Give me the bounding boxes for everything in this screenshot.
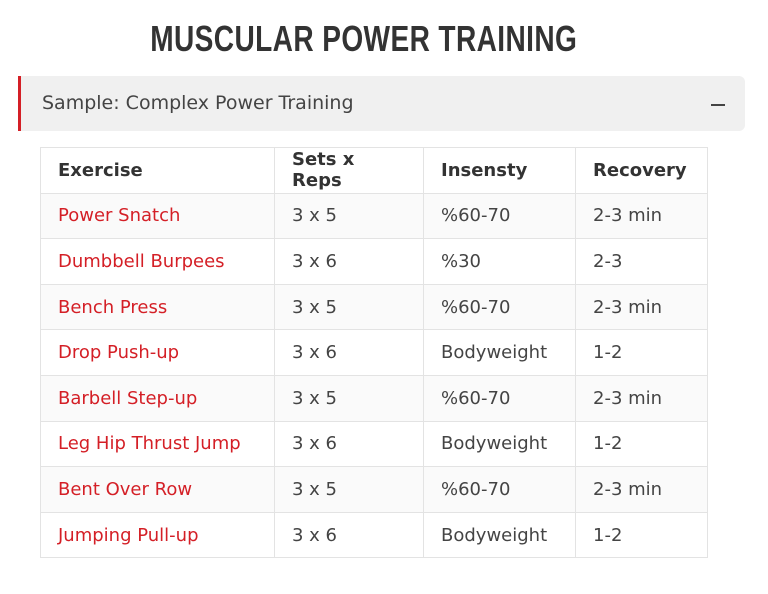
sets-reps-cell: 3 x 5 xyxy=(274,283,424,331)
column-header: Recovery xyxy=(575,147,708,194)
page-title: MUSCULAR POWER TRAINING xyxy=(150,18,578,59)
exercise-cell: Power Snatch xyxy=(40,192,275,240)
exercise-cell: Jumping Pull-up xyxy=(40,511,275,559)
recovery-cell: 2-3 min xyxy=(575,283,708,331)
intensity-cell: Bodyweight xyxy=(423,420,576,468)
recovery-cell: 2-3 min xyxy=(575,466,708,513)
accordion-header[interactable]: Sample: Complex Power Training xyxy=(18,76,745,131)
table-row: Bent Over Row 3 x 5 %60-70 2-3 min xyxy=(40,466,708,513)
exercise-cell: Bench Press xyxy=(40,283,275,331)
intensity-cell: Bodyweight xyxy=(423,511,576,559)
recovery-cell: 1-2 xyxy=(575,420,708,468)
table-row: Dumbbell Burpees 3 x 6 %30 2-3 xyxy=(40,238,708,285)
exercise-cell: Barbell Step-up xyxy=(40,374,275,422)
recovery-cell: 2-3 xyxy=(575,238,708,285)
sets-reps-cell: 3 x 6 xyxy=(274,238,424,285)
recovery-cell: 2-3 min xyxy=(575,192,708,240)
recovery-cell: 1-2 xyxy=(575,511,708,559)
sets-reps-cell: 3 x 6 xyxy=(274,420,424,468)
accordion-label: Sample: Complex Power Training xyxy=(42,92,354,114)
intensity-cell: %60-70 xyxy=(423,374,576,422)
exercise-cell: Dumbbell Burpees xyxy=(40,238,275,285)
intensity-cell: %60-70 xyxy=(423,192,576,240)
exercise-cell: Drop Push-up xyxy=(40,329,275,376)
recovery-cell: 2-3 min xyxy=(575,374,708,422)
sets-reps-cell: 3 x 5 xyxy=(274,192,424,240)
minus-icon[interactable] xyxy=(711,104,725,106)
sets-reps-cell: 3 x 5 xyxy=(274,374,424,422)
table-row: Jumping Pull-up 3 x 6 Bodyweight 1-2 xyxy=(40,511,708,559)
table-row: Leg Hip Thrust Jump 3 x 6 Bodyweight 1-2 xyxy=(40,420,708,468)
table-row: Power Snatch 3 x 5 %60-70 2-3 min xyxy=(40,192,708,240)
sets-reps-cell: 3 x 5 xyxy=(274,466,424,513)
intensity-cell: Bodyweight xyxy=(423,329,576,376)
column-header: Insensty xyxy=(423,147,576,194)
table-row: Bench Press 3 x 5 %60-70 2-3 min xyxy=(40,283,708,331)
intensity-cell: %60-70 xyxy=(423,466,576,513)
column-header: Exercise xyxy=(40,147,275,194)
exercise-table: Exercise Sets x Reps Insensty Recovery Powe… xyxy=(40,147,708,559)
exercise-cell: Bent Over Row xyxy=(40,466,275,513)
column-header: Sets x Reps xyxy=(274,147,424,194)
table-row: Drop Push-up 3 x 6 Bodyweight 1-2 xyxy=(40,329,708,376)
recovery-cell: 1-2 xyxy=(575,329,708,376)
intensity-cell: %30 xyxy=(423,238,576,285)
sets-reps-cell: 3 x 6 xyxy=(274,511,424,559)
table-row: Barbell Step-up 3 x 5 %60-70 2-3 min xyxy=(40,374,708,422)
sets-reps-cell: 3 x 6 xyxy=(274,329,424,376)
exercise-cell: Leg Hip Thrust Jump xyxy=(40,420,275,468)
intensity-cell: %60-70 xyxy=(423,283,576,331)
